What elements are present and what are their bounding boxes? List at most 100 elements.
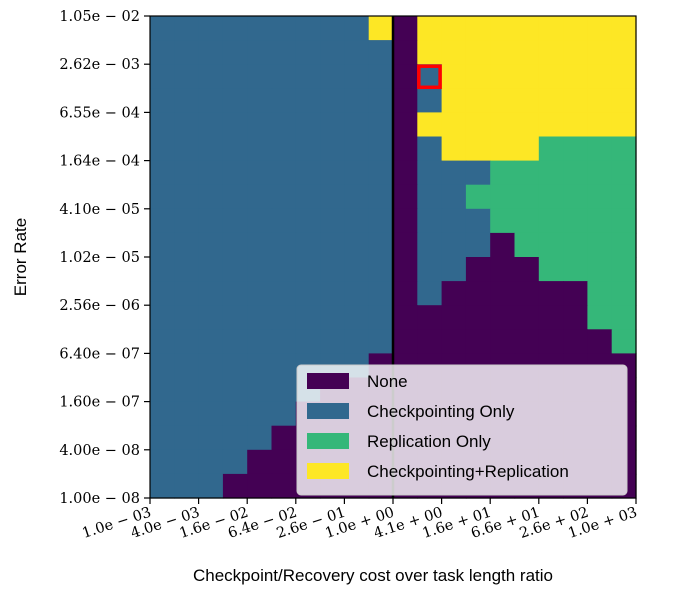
heatmap-cell — [538, 88, 564, 113]
heatmap-cell — [150, 208, 175, 234]
heatmap-cell — [295, 257, 321, 282]
heatmap-cell — [247, 401, 273, 427]
heatmap-cell — [222, 425, 248, 451]
heatmap-cell — [368, 329, 394, 354]
heatmap-cell — [465, 88, 491, 113]
heatmap-cell — [563, 232, 588, 258]
heatmap-cell — [611, 257, 637, 282]
heatmap-cell — [611, 88, 637, 113]
legend-swatch — [307, 373, 349, 389]
heatmap-cell — [490, 16, 516, 41]
legend-swatch — [307, 463, 349, 479]
heatmap-cell — [393, 305, 418, 330]
heatmap-cell — [441, 184, 467, 210]
heatmap-cell — [222, 16, 248, 41]
heatmap-cell — [417, 184, 443, 210]
heatmap-cell — [490, 329, 516, 354]
legend-label: Checkpointing Only — [367, 402, 515, 421]
legend-label: Replication Only — [367, 432, 491, 451]
heatmap-cell — [222, 184, 248, 210]
heatmap-cell — [295, 160, 321, 186]
heatmap-cell — [490, 257, 516, 282]
heatmap-cell — [514, 257, 540, 282]
heatmap-cell — [344, 64, 370, 89]
heatmap-cell — [417, 305, 443, 330]
heatmap-cell — [514, 40, 540, 65]
y-tick-label: 1.64e − 04 — [59, 154, 140, 170]
heatmap-cell — [198, 305, 224, 330]
heatmap-cell — [441, 88, 467, 113]
heatmap-cell — [150, 353, 175, 379]
heatmap-cell — [247, 112, 273, 138]
heatmap-cell — [538, 16, 564, 41]
heatmap-cell — [295, 329, 321, 354]
heatmap-cell — [320, 184, 345, 210]
heatmap-cell — [222, 136, 248, 162]
heatmap-cell — [271, 112, 297, 138]
heatmap-cell — [538, 305, 564, 330]
heatmap-cell — [344, 136, 370, 162]
heatmap-cell — [320, 16, 345, 41]
heatmap-cell — [417, 208, 443, 234]
heatmap-cell — [271, 40, 297, 65]
heatmap-cell — [222, 40, 248, 65]
heatmap-cell — [587, 16, 613, 41]
heatmap-cell — [368, 232, 394, 258]
heatmap-cell — [320, 257, 345, 282]
heatmap-cell — [174, 257, 200, 282]
heatmap-cell — [490, 88, 516, 113]
y-tick-label: 6.55e − 04 — [59, 105, 140, 121]
heatmap-cell — [150, 40, 175, 65]
heatmap-cell — [368, 184, 394, 210]
heatmap-cell — [344, 281, 370, 306]
heatmap-cell — [465, 184, 491, 210]
heatmap-cell — [271, 184, 297, 210]
heatmap-cell — [368, 281, 394, 306]
heatmap-cell — [295, 208, 321, 234]
heatmap-cell — [514, 64, 540, 89]
heatmap-cell — [198, 329, 224, 354]
heatmap-cell — [393, 184, 418, 210]
heatmap-cell — [611, 64, 637, 89]
legend-swatch — [307, 403, 349, 419]
heatmap-cell — [295, 232, 321, 258]
heatmap-cell — [150, 160, 175, 186]
heatmap-cell — [465, 305, 491, 330]
heatmap-cell — [344, 329, 370, 354]
heatmap-cell — [271, 208, 297, 234]
heatmap-cell — [417, 232, 443, 258]
heatmap-cell — [393, 16, 418, 41]
legend: None Checkpointing Only Replication Only Ch… — [296, 364, 628, 496]
y-tick-label: 2.62e − 03 — [59, 57, 140, 73]
heatmap-cell — [247, 281, 273, 306]
heatmap-cell — [514, 281, 540, 306]
heatmap-cell — [587, 64, 613, 89]
heatmap-cell — [344, 232, 370, 258]
heatmap-cell — [174, 425, 200, 451]
heatmap-cell — [198, 64, 224, 89]
heatmap-cell — [150, 425, 175, 451]
heatmap-cell — [538, 208, 564, 234]
heatmap-cell — [587, 160, 613, 186]
heatmap-cell — [417, 88, 443, 113]
heatmap-cell — [344, 112, 370, 138]
heatmap-cell — [368, 16, 394, 41]
heatmap-cell — [320, 281, 345, 306]
heatmap-cell — [611, 232, 637, 258]
heatmap-cell — [198, 160, 224, 186]
heatmap-cell — [368, 88, 394, 113]
heatmap-cell — [247, 208, 273, 234]
heatmap-cell — [514, 16, 540, 41]
heatmap-cell — [465, 16, 491, 41]
heatmap-cell — [247, 64, 273, 89]
heatmap-cell — [490, 281, 516, 306]
heatmap-cell — [465, 329, 491, 354]
heatmap-cell — [465, 112, 491, 138]
heatmap-cell — [222, 112, 248, 138]
heatmap-cell — [587, 112, 613, 138]
heatmap-cell — [174, 473, 200, 499]
heatmap-cell — [514, 232, 540, 258]
heatmap-cell — [320, 329, 345, 354]
legend-label: None — [367, 372, 408, 391]
heatmap-cell — [271, 16, 297, 41]
